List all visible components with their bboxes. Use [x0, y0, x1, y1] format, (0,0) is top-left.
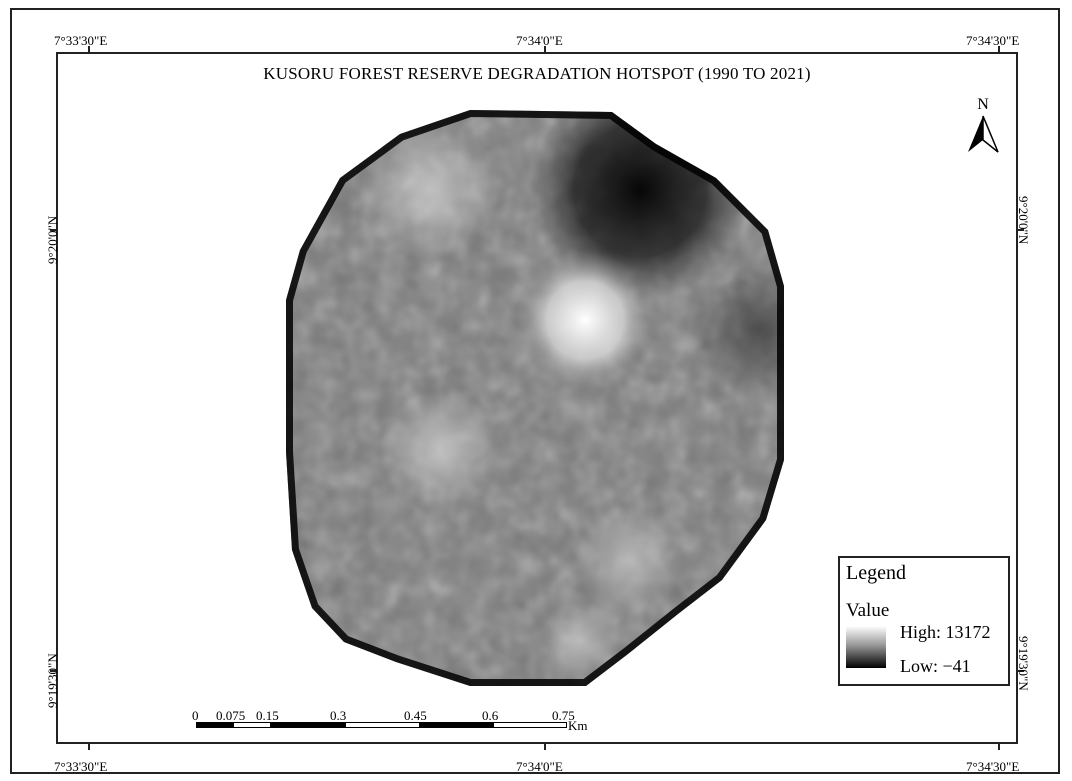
tick-left-lower — [50, 670, 58, 672]
legend-low-label: Low: −41 — [900, 656, 971, 676]
lon-label-top-mid: 7°34'0"E — [516, 33, 563, 48]
scale-segment — [196, 722, 234, 728]
tick-left-upper — [50, 229, 58, 231]
lon-label-bottom-left: 7°33'30"E — [54, 759, 108, 774]
scale-segment — [233, 722, 271, 728]
tick-right-upper — [1016, 229, 1024, 231]
scale-label-0: 0 — [192, 708, 199, 723]
tick-top-mid — [544, 46, 546, 54]
north-arrow-icon — [968, 115, 999, 153]
scale-segment — [419, 722, 494, 728]
scale-label-015: 0.15 — [256, 708, 279, 723]
scale-label-06: 0.6 — [482, 708, 499, 723]
map-frame — [56, 52, 1018, 744]
scale-unit: Km — [568, 718, 588, 733]
tick-bottom-mid — [544, 742, 546, 750]
scale-segment — [270, 722, 346, 728]
lat-label-left-upper: 9°20'0"N — [45, 215, 60, 264]
scale-label-03: 0.3 — [330, 708, 347, 723]
scale-label-045: 0.45 — [404, 708, 427, 723]
lat-label-left-lower: 9°19'30"N — [45, 653, 60, 708]
tick-top-left — [88, 46, 90, 54]
lat-label-right-lower: 9°19'30"N — [1016, 636, 1031, 691]
tick-top-right — [998, 46, 1000, 54]
legend-title: Legend — [846, 562, 906, 584]
tick-bottom-right — [998, 742, 1000, 750]
outer-frame — [10, 8, 1060, 774]
scale-label-0075: 0.075 — [216, 708, 246, 723]
scale-label-075: 0.75 — [552, 708, 575, 723]
north-letter: N — [977, 96, 989, 113]
lon-label-bottom-right: 7°34'30"E — [966, 759, 1020, 774]
north-arrow: N — [966, 96, 1000, 159]
map-title: KUSORU FOREST RESERVE DEGRADATION HOTSPO… — [263, 64, 811, 83]
scale-segment — [493, 722, 567, 728]
tick-bottom-left — [88, 742, 90, 750]
lon-label-top-left: 7°33'30"E — [54, 33, 108, 48]
lon-label-top-right: 7°34'30"E — [966, 33, 1020, 48]
lat-label-right-upper: 9°20'0"N — [1016, 196, 1031, 245]
legend-value-label: Value — [846, 600, 890, 621]
legend-high-label: High: 13172 — [900, 622, 991, 642]
legend-color-ramp — [846, 626, 886, 668]
legend-box: Legend Value High: 13172 Low: −41 — [838, 556, 1010, 686]
scale-segment — [345, 722, 420, 728]
tick-right-lower — [1016, 670, 1024, 672]
lon-label-bottom-mid: 7°34'0"E — [516, 759, 563, 774]
